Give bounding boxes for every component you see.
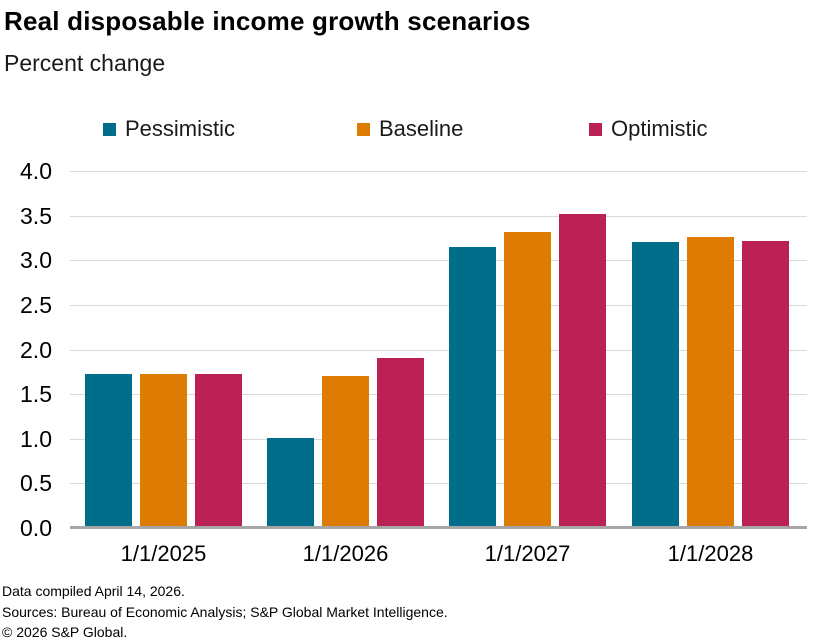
bar-baseline-1-1-2027 — [504, 231, 551, 528]
gridline — [70, 215, 807, 217]
legend-item-pessimistic: Pessimistic — [103, 116, 235, 142]
bar-optimistic-1-1-2028 — [742, 240, 789, 528]
y-tick-label: 3.5 — [20, 202, 52, 229]
gridline — [70, 260, 807, 262]
gridline — [70, 438, 807, 440]
y-tick-label: 0.0 — [20, 515, 52, 541]
bar-pessimistic-1-1-2026 — [267, 437, 314, 528]
bar-pessimistic-1-1-2028 — [632, 242, 679, 528]
x-tick-label: 1/1/2027 — [484, 541, 571, 566]
chart-subtitle: Percent change — [4, 50, 166, 76]
x-tick-label: 1/1/2028 — [667, 541, 754, 566]
y-tick-label: 3.0 — [20, 247, 52, 274]
gridline — [70, 394, 807, 396]
plot-area — [70, 171, 807, 529]
y-tick-label: 2.0 — [20, 336, 52, 363]
gridline — [70, 483, 807, 485]
bar-optimistic-1-1-2026 — [377, 358, 424, 528]
bar-baseline-1-1-2025 — [140, 373, 187, 528]
x-axis-line — [70, 526, 807, 529]
chart-title: Real disposable income growth scenarios — [4, 6, 531, 36]
legend-swatch-pessimistic — [103, 122, 116, 136]
legend-swatch-baseline — [357, 122, 370, 136]
bar-baseline-1-1-2026 — [322, 376, 369, 528]
footer-sources: Sources: Bureau of Economic Analysis; S&… — [2, 603, 448, 620]
bar-baseline-1-1-2028 — [687, 237, 734, 528]
bar-optimistic-1-1-2025 — [195, 373, 242, 528]
legend-label-baseline: Baseline — [379, 116, 464, 141]
y-tick-label: 4.0 — [20, 158, 52, 184]
legend-swatch-optimistic — [589, 122, 602, 136]
x-tick-label: 1/1/2025 — [120, 541, 207, 566]
y-tick-label: 2.5 — [20, 291, 52, 318]
gridline — [70, 349, 807, 351]
chart-footer: Data compiled April 14, 2026. Sources: B… — [2, 581, 448, 643]
bar-pessimistic-1-1-2025 — [85, 373, 132, 528]
bar-pessimistic-1-1-2027 — [449, 246, 496, 528]
bar-optimistic-1-1-2027 — [559, 213, 606, 528]
legend-label-optimistic: Optimistic — [611, 116, 708, 141]
y-tick-label: 1.5 — [20, 381, 52, 408]
gridline — [70, 304, 807, 306]
x-tick-label: 1/1/2026 — [302, 541, 389, 566]
legend-label-pessimistic: Pessimistic — [125, 116, 236, 141]
gridline — [70, 171, 807, 172]
y-tick-label: 0.5 — [20, 470, 52, 497]
footer-copyright: © 2026 S&P Global. — [2, 624, 128, 640]
y-tick-label: 1.0 — [20, 425, 52, 452]
footer-compiled-date: Data compiled April 14, 2026. — [2, 583, 185, 599]
legend-item-optimistic: Optimistic — [589, 116, 708, 142]
legend-item-baseline: Baseline — [357, 116, 463, 142]
